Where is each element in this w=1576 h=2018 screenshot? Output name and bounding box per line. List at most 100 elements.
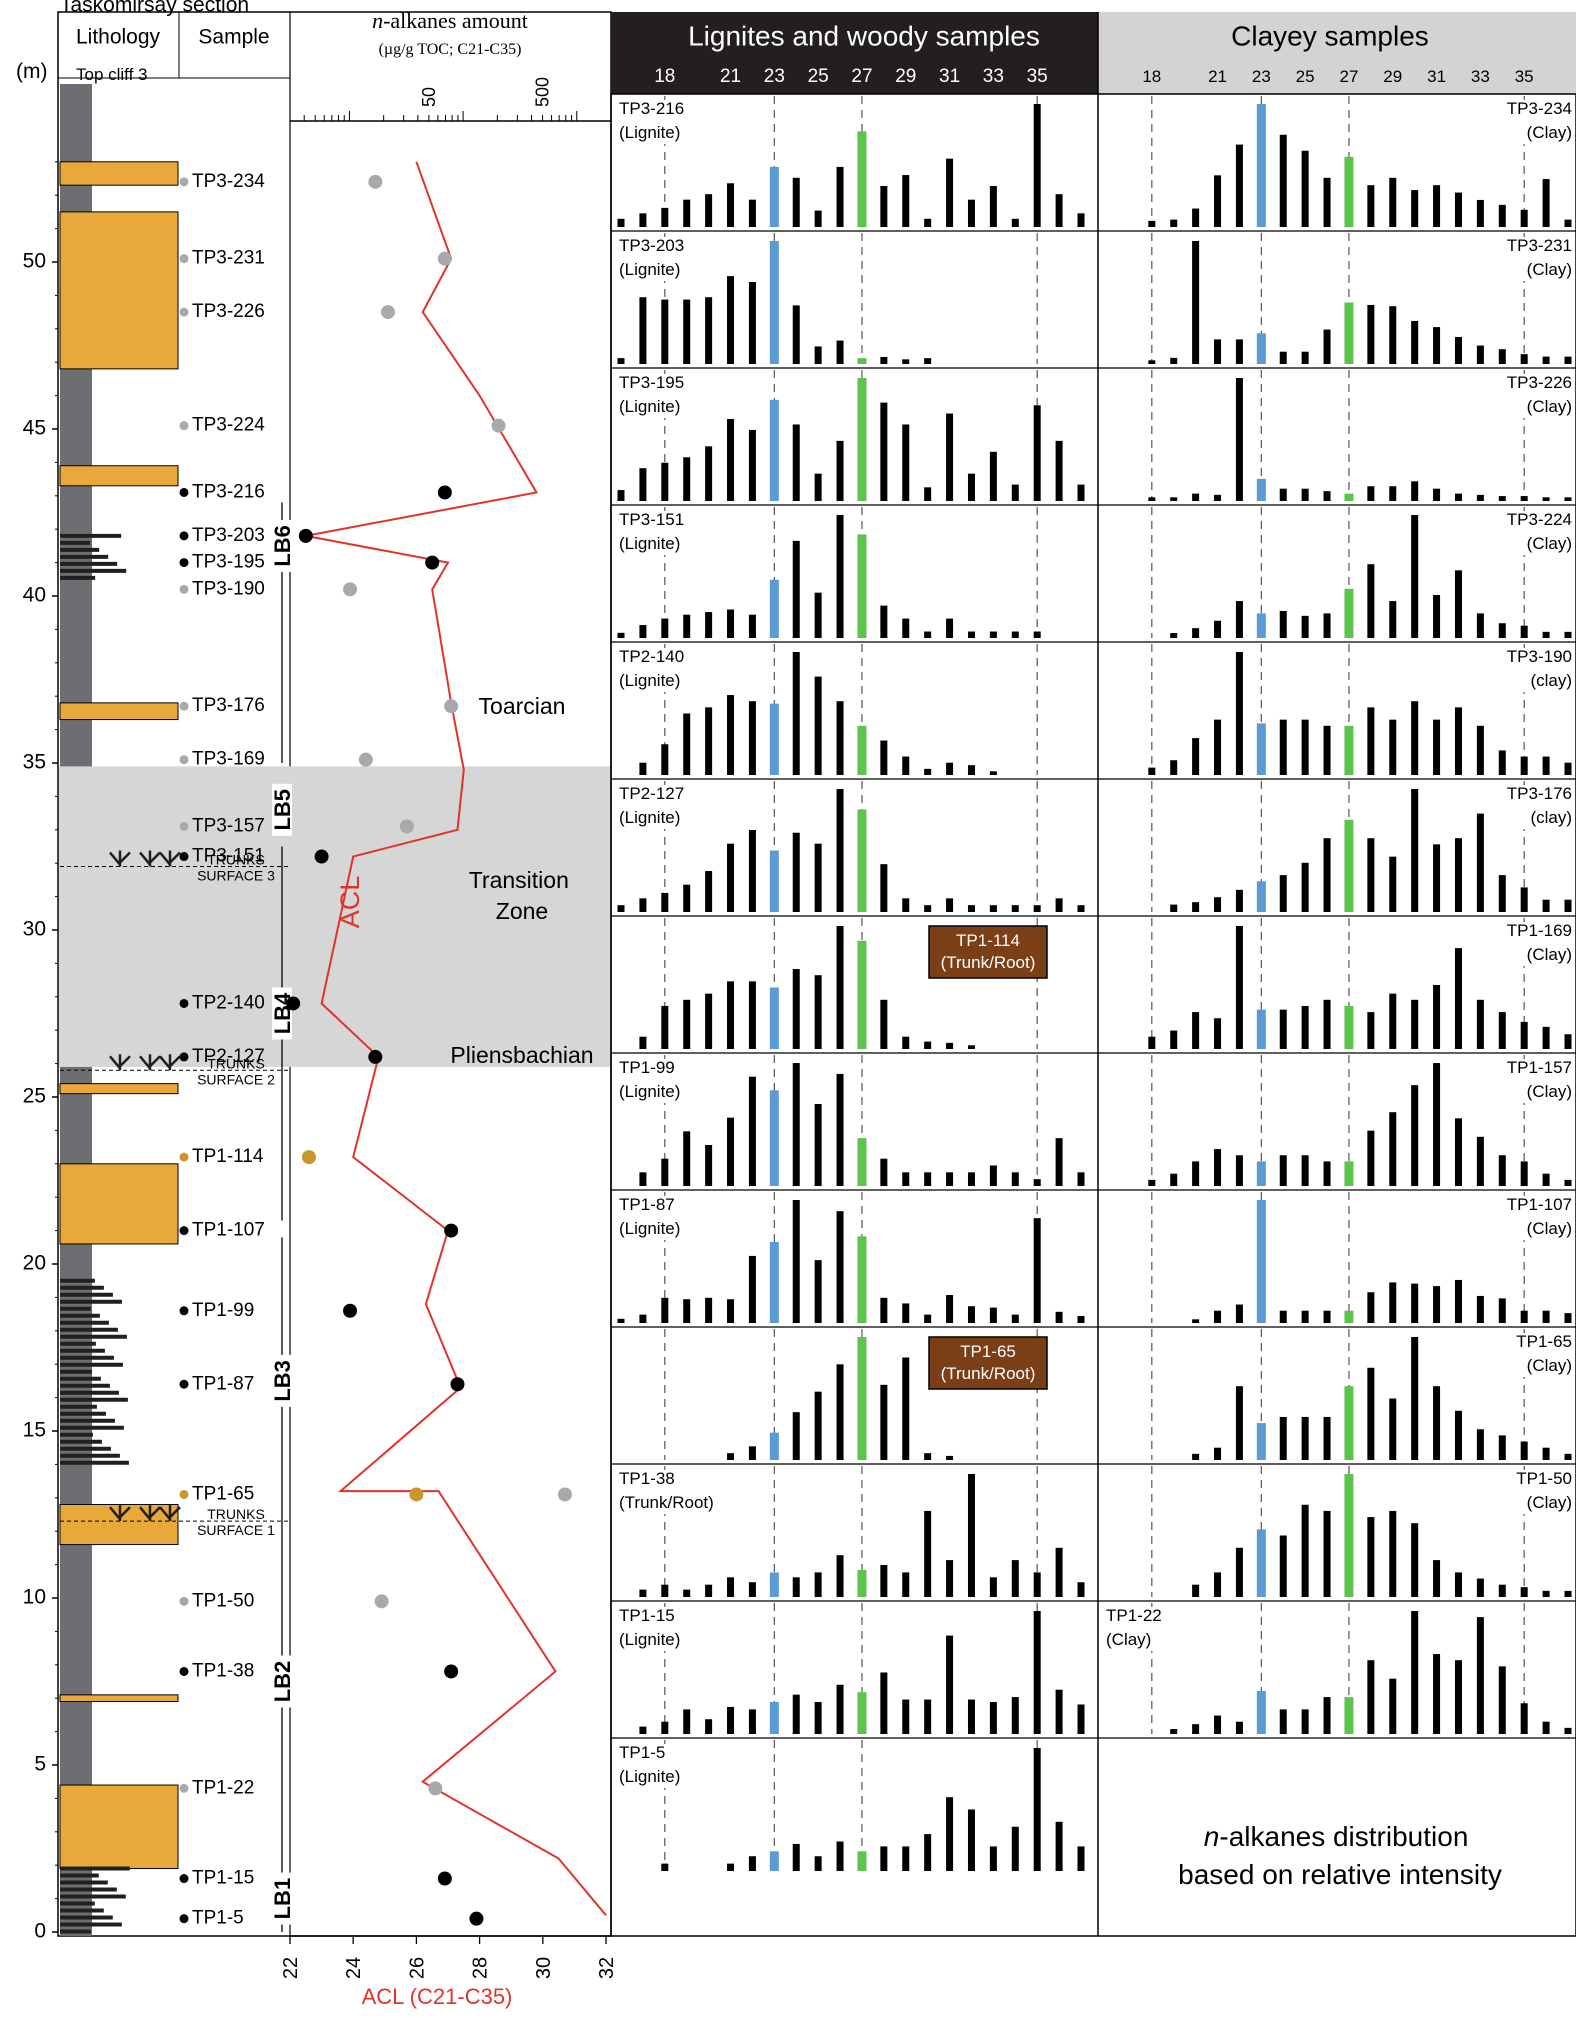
distribution-bar — [661, 1584, 669, 1597]
distribution-bar — [1055, 1547, 1063, 1597]
distribution-bar — [1323, 491, 1331, 501]
sample-label: TP3-195 — [192, 552, 265, 573]
distribution-bar — [814, 1391, 822, 1460]
trunk-icon — [139, 1054, 161, 1071]
label-bg — [1516, 100, 1572, 120]
distribution-bar — [1323, 329, 1331, 364]
distribution-bar — [661, 462, 669, 501]
acl-data-point — [343, 582, 358, 597]
distribution-bar — [1520, 1587, 1528, 1597]
distribution-bar — [814, 1856, 822, 1871]
acl-axis-title-text: ACL (C21-C35) — [362, 1984, 513, 2009]
distribution-bar — [989, 905, 997, 912]
lignite-x-ticks: 18 21 23 25 27 29 31 33 35 — [654, 66, 1048, 87]
sample-panel-label: (Clay) — [1527, 534, 1572, 553]
label-bg — [615, 535, 703, 555]
distribution-bar — [902, 424, 910, 501]
distribution-bar — [1367, 185, 1375, 227]
sample-panel-label: TP3-231 — [1507, 236, 1572, 255]
distribution-bar — [661, 207, 669, 227]
chain-length-tick-label: 25 — [808, 66, 829, 87]
distribution-bar — [1433, 1063, 1441, 1186]
distribution-bar — [1433, 844, 1441, 912]
distribution-bar — [1279, 1709, 1287, 1734]
distribution-bar — [1476, 1429, 1484, 1460]
distribution-bar — [880, 356, 888, 364]
label-bg — [1516, 672, 1572, 692]
distribution-bar — [1011, 1560, 1019, 1597]
distribution-bar — [617, 358, 625, 364]
top-cliff-label: Top cliff 3 — [76, 65, 148, 84]
sample-panel-label: (Clay) — [1527, 1356, 1572, 1375]
distribution-bar — [1011, 905, 1019, 912]
distribution-bar — [617, 905, 625, 912]
sample-label: TP3-151 — [192, 846, 265, 867]
distribution-bar — [1389, 1510, 1397, 1597]
distribution-bar — [727, 183, 735, 227]
sample-panel-label: TP2-127 — [619, 784, 684, 803]
distribution-bar — [1564, 1313, 1572, 1323]
sample-panel-label: (Clay) — [1106, 1630, 1151, 1649]
distribution-bar — [1192, 1453, 1200, 1460]
distribution-bar — [967, 1699, 975, 1734]
surface-label-line: TRUNKS — [207, 852, 265, 868]
distribution-bar — [1367, 1292, 1375, 1323]
distribution-bar — [1542, 756, 1550, 775]
distribution-bar — [1542, 1447, 1550, 1460]
distribution-bar — [967, 1474, 975, 1597]
distribution-bar — [1301, 1155, 1309, 1186]
distribution-bar — [989, 1307, 997, 1323]
depth-tick-label: 5 — [34, 1753, 46, 1776]
acl-tick-label: 26 — [406, 1957, 428, 1979]
distribution-bar — [902, 1172, 910, 1186]
lithology-header: Lithology — [76, 26, 161, 49]
distribution-bar — [857, 358, 867, 364]
trunk-icon — [109, 1505, 131, 1522]
distribution-bar — [924, 1510, 932, 1597]
distribution-bar — [1542, 356, 1550, 364]
distribution-bar — [1011, 1826, 1019, 1871]
distribution-bar — [705, 1145, 713, 1186]
sample-panel-label: (Lignite) — [619, 1767, 680, 1786]
distribution-footnote: n-alkanes distribution based on relative… — [1178, 1821, 1502, 1890]
distribution-bar — [1433, 1286, 1441, 1323]
acl-curve-label: ACL — [335, 876, 365, 929]
chain-length-tick-label: 27 — [1339, 67, 1358, 86]
surface-label-line: SURFACE 2 — [197, 1071, 275, 1087]
sample-label: TP2-127 — [192, 1046, 265, 1067]
distribution-bar — [1055, 1311, 1063, 1323]
distribution-bar — [1520, 354, 1528, 364]
chain-length-tick-label: 35 — [1027, 66, 1048, 87]
amount-axis-title: n-alkanes amount — [372, 8, 528, 33]
acl-data-point — [298, 528, 313, 543]
label-bg — [1516, 374, 1572, 394]
distribution-bar — [748, 1446, 756, 1460]
distribution-bar — [1454, 493, 1462, 501]
distribution-bar — [1367, 486, 1375, 501]
distribution-bar — [1033, 1748, 1041, 1871]
sample-label: TP3-203 — [192, 525, 265, 546]
distribution-bar — [880, 999, 888, 1049]
distribution-bar — [1170, 760, 1178, 775]
distribution-bar — [1323, 1416, 1331, 1460]
distribution-bar — [639, 1036, 647, 1049]
label-bg — [615, 261, 703, 281]
distribution-bar — [683, 299, 691, 364]
acl-curve — [305, 161, 607, 1916]
sample-label: TP1-99 — [192, 1300, 254, 1321]
distribution-bar — [769, 579, 779, 638]
sample-panel-label: (Lignite) — [619, 808, 680, 827]
distribution-bar — [1323, 1310, 1331, 1323]
sample-marker — [179, 1489, 189, 1499]
chain-length-tick-label: 23 — [1252, 67, 1271, 86]
distribution-bar — [617, 632, 625, 638]
distribution-bar — [769, 850, 779, 912]
acl-data-point — [380, 305, 395, 320]
sample-panel-label: (Clay) — [1527, 1493, 1572, 1512]
distribution-bar — [727, 609, 735, 638]
distribution-bar — [727, 1577, 735, 1597]
sample-marker — [179, 1783, 189, 1793]
distribution-bar — [857, 1569, 867, 1597]
sample-label: TP1-65 — [192, 1483, 254, 1504]
distribution-bar — [1077, 213, 1085, 227]
